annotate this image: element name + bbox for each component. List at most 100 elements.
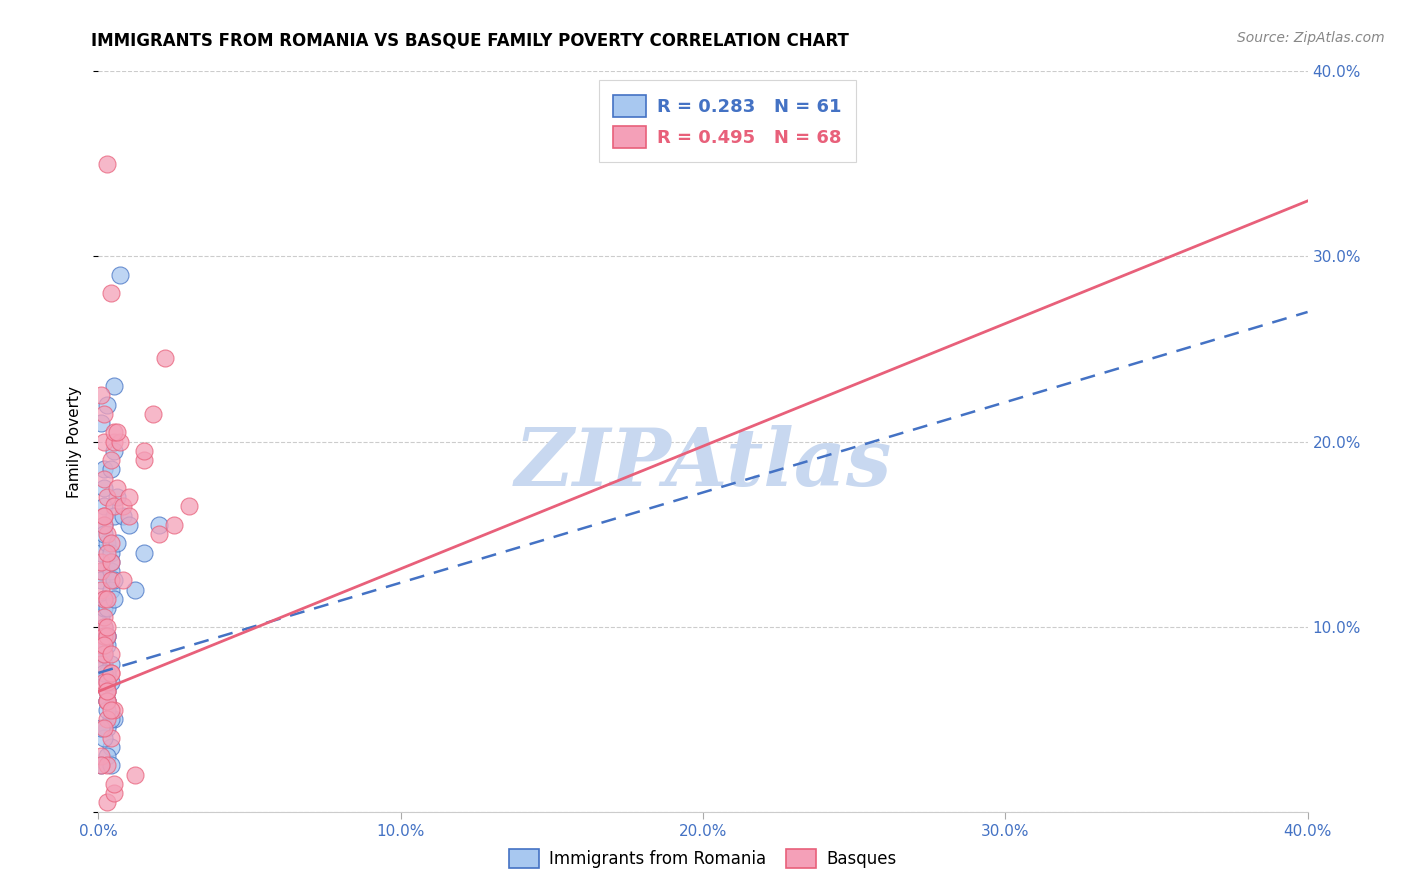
Point xyxy=(93,508,115,523)
Point xyxy=(100,665,122,680)
Point xyxy=(93,481,115,495)
Point xyxy=(103,777,125,791)
Point xyxy=(96,490,118,504)
Point xyxy=(100,648,122,662)
Point xyxy=(90,610,112,624)
Point xyxy=(108,268,131,282)
Point xyxy=(96,684,118,698)
Point xyxy=(103,500,125,514)
Point xyxy=(96,675,118,690)
Point xyxy=(100,758,122,772)
Legend: Immigrants from Romania, Basques: Immigrants from Romania, Basques xyxy=(503,842,903,875)
Point xyxy=(96,694,118,708)
Point xyxy=(103,703,125,717)
Point xyxy=(96,545,118,560)
Point xyxy=(96,629,118,643)
Point xyxy=(90,582,112,597)
Point xyxy=(148,527,170,541)
Point xyxy=(93,731,115,745)
Point xyxy=(90,545,112,560)
Point xyxy=(96,665,118,680)
Point xyxy=(108,434,131,449)
Point xyxy=(148,517,170,532)
Point xyxy=(90,416,112,430)
Point xyxy=(103,574,125,588)
Point xyxy=(96,703,118,717)
Point xyxy=(93,472,115,486)
Point xyxy=(100,731,122,745)
Point xyxy=(132,545,155,560)
Point xyxy=(96,694,118,708)
Point xyxy=(103,379,125,393)
Point xyxy=(90,722,112,736)
Point xyxy=(96,619,118,633)
Point xyxy=(96,722,118,736)
Point xyxy=(124,767,146,781)
Point xyxy=(100,703,122,717)
Point xyxy=(93,517,115,532)
Point xyxy=(103,508,125,523)
Point xyxy=(105,536,128,550)
Point xyxy=(153,351,176,366)
Point xyxy=(90,638,112,652)
Point xyxy=(93,462,115,476)
Point xyxy=(100,545,122,560)
Text: IMMIGRANTS FROM ROMANIA VS BASQUE FAMILY POVERTY CORRELATION CHART: IMMIGRANTS FROM ROMANIA VS BASQUE FAMILY… xyxy=(91,31,849,49)
Point xyxy=(103,712,125,726)
Point xyxy=(93,638,115,652)
Point xyxy=(142,407,165,421)
Point xyxy=(93,619,115,633)
Point xyxy=(96,536,118,550)
Point xyxy=(93,619,115,633)
Point xyxy=(93,591,115,606)
Point xyxy=(93,722,115,736)
Point xyxy=(96,601,118,615)
Point xyxy=(111,574,134,588)
Point xyxy=(93,500,115,514)
Point xyxy=(124,582,146,597)
Point xyxy=(93,675,115,690)
Point xyxy=(96,684,118,698)
Point xyxy=(179,500,201,514)
Point xyxy=(90,574,112,588)
Y-axis label: Family Poverty: Family Poverty xyxy=(67,385,83,498)
Point xyxy=(163,517,186,532)
Point xyxy=(96,157,118,171)
Point xyxy=(103,425,125,440)
Point xyxy=(93,665,115,680)
Point xyxy=(118,490,141,504)
Point xyxy=(105,425,128,440)
Point xyxy=(96,758,118,772)
Point xyxy=(90,555,112,569)
Point xyxy=(90,648,112,662)
Point xyxy=(93,638,115,652)
Point xyxy=(93,648,115,662)
Point xyxy=(93,657,115,671)
Point xyxy=(132,443,155,458)
Point xyxy=(100,739,122,754)
Point xyxy=(103,434,125,449)
Point xyxy=(100,536,122,550)
Point xyxy=(132,453,155,467)
Point xyxy=(93,648,115,662)
Point xyxy=(100,582,122,597)
Point xyxy=(96,638,118,652)
Point xyxy=(105,490,128,504)
Point xyxy=(96,694,118,708)
Point xyxy=(96,749,118,764)
Point xyxy=(96,712,118,726)
Point xyxy=(100,555,122,569)
Point xyxy=(90,564,112,578)
Point xyxy=(90,758,112,772)
Point xyxy=(100,462,122,476)
Point xyxy=(105,481,128,495)
Point xyxy=(96,629,118,643)
Point xyxy=(100,574,122,588)
Point xyxy=(100,286,122,301)
Point xyxy=(93,629,115,643)
Point xyxy=(93,527,115,541)
Point xyxy=(96,398,118,412)
Point xyxy=(90,657,112,671)
Point xyxy=(93,591,115,606)
Point xyxy=(100,675,122,690)
